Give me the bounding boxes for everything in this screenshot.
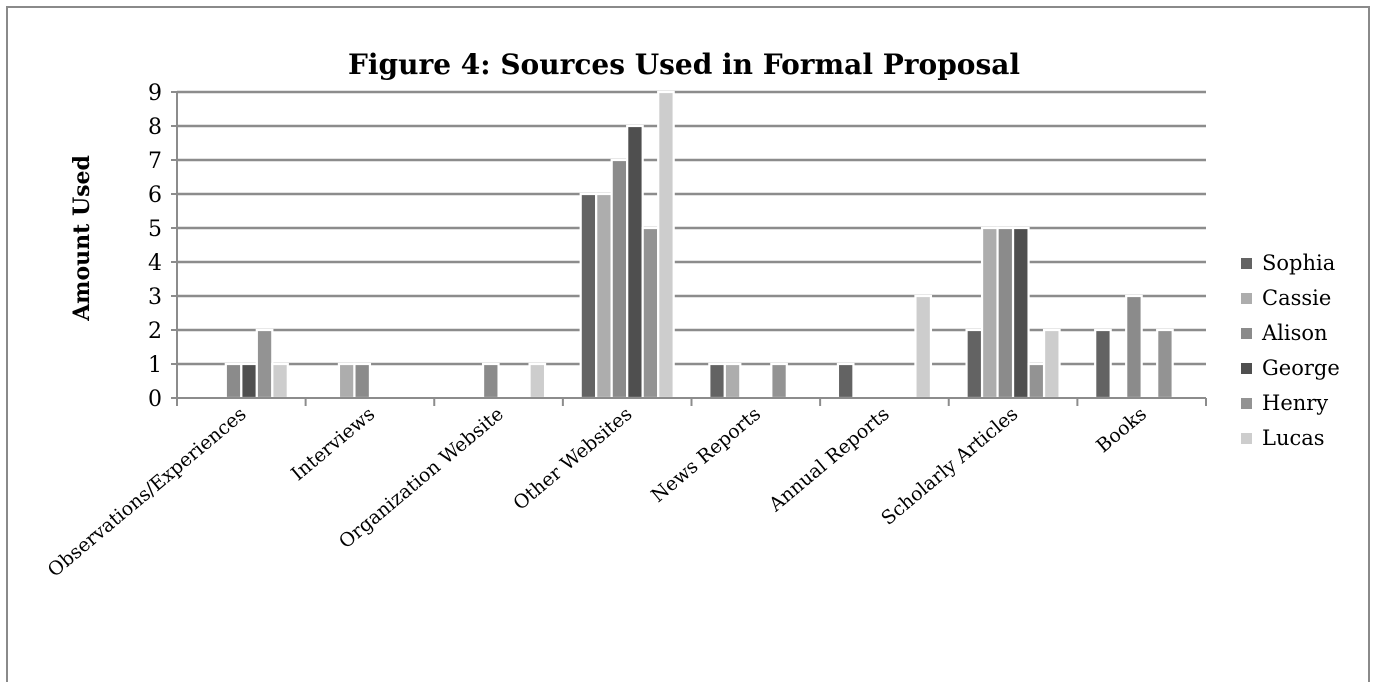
bar (626, 124, 644, 400)
bar (836, 362, 855, 400)
legend-swatch (1241, 398, 1252, 409)
legend-swatch (1241, 293, 1252, 304)
y-tick-label: 1 (148, 353, 162, 378)
bar (224, 362, 243, 400)
y-axis-title: Amount Used (69, 155, 95, 322)
y-tick-label: 0 (148, 387, 162, 412)
bar (595, 192, 613, 400)
x-category-label: Annual Reports (764, 403, 893, 517)
y-tick-label: 2 (148, 319, 162, 344)
bar (610, 158, 629, 400)
bar (965, 328, 984, 400)
bar-chart: Figure 4: Sources Used in Formal Proposa… (44, 48, 1340, 582)
bar (240, 362, 258, 400)
legend-swatch (1241, 328, 1252, 339)
chart-frame: Figure 4: Sources Used in Formal Proposa… (6, 6, 1370, 682)
bar (481, 362, 500, 400)
bar (657, 90, 675, 400)
y-tick-label: 9 (148, 81, 162, 106)
chart-title: Figure 4: Sources Used in Formal Proposa… (348, 48, 1020, 81)
y-tick-labels: 0 1 2 3 4 5 6 7 8 9 (148, 81, 162, 412)
bar (770, 362, 788, 400)
legend-label: Sophia (1262, 251, 1335, 275)
bar (996, 226, 1015, 400)
legend-item: Sophia (1241, 251, 1335, 275)
x-category-label: Scholarly Articles (877, 403, 1022, 530)
bars (224, 90, 1174, 400)
bar (1094, 328, 1112, 400)
legend-item: George (1241, 356, 1340, 380)
x-category-label: Other Websites (509, 403, 636, 515)
bar (528, 362, 547, 400)
axes (171, 91, 1207, 406)
x-category-label: Observations/Experiences (44, 403, 251, 582)
bar (1011, 226, 1030, 400)
bar (255, 328, 274, 400)
legend-item: Alison (1241, 321, 1328, 345)
gridlines (177, 90, 1206, 366)
bar (723, 362, 742, 400)
legend-label: Cassie (1262, 286, 1331, 310)
y-tick-label: 6 (148, 183, 162, 208)
y-tick-label: 3 (148, 285, 162, 310)
legend-swatch (1241, 258, 1252, 269)
legend-swatch (1241, 433, 1252, 444)
legend: Sophia Cassie Alison George Henry Lucas (1241, 251, 1340, 450)
bar (641, 226, 660, 400)
bar (337, 362, 356, 400)
bar (1042, 328, 1061, 400)
y-tick-label: 5 (148, 217, 162, 242)
x-category-label: News Reports (647, 403, 765, 507)
legend-label: Alison (1261, 321, 1328, 345)
legend-label: George (1262, 356, 1340, 380)
legend-label: Lucas (1262, 426, 1325, 450)
legend-item: Cassie (1241, 286, 1331, 310)
x-category-label: Books (1092, 403, 1151, 457)
y-tick-label: 8 (148, 115, 162, 140)
bar (1027, 362, 1046, 400)
legend-swatch (1241, 363, 1252, 374)
bar (708, 362, 726, 400)
y-tick-label: 4 (148, 251, 162, 276)
bar (353, 362, 372, 400)
legend-label: Henry (1262, 391, 1328, 415)
bar (980, 226, 999, 400)
legend-item: Henry (1241, 391, 1328, 415)
bar (579, 192, 598, 400)
bar (1125, 294, 1143, 400)
bar (914, 294, 933, 400)
bar (1156, 328, 1174, 400)
x-category-label: Interviews (287, 403, 379, 485)
y-tick-label: 7 (148, 149, 162, 174)
x-category-labels: Observations/Experiences InterviewsOrgani… (44, 403, 1151, 582)
bar (271, 362, 289, 400)
legend-item: Lucas (1241, 426, 1325, 450)
